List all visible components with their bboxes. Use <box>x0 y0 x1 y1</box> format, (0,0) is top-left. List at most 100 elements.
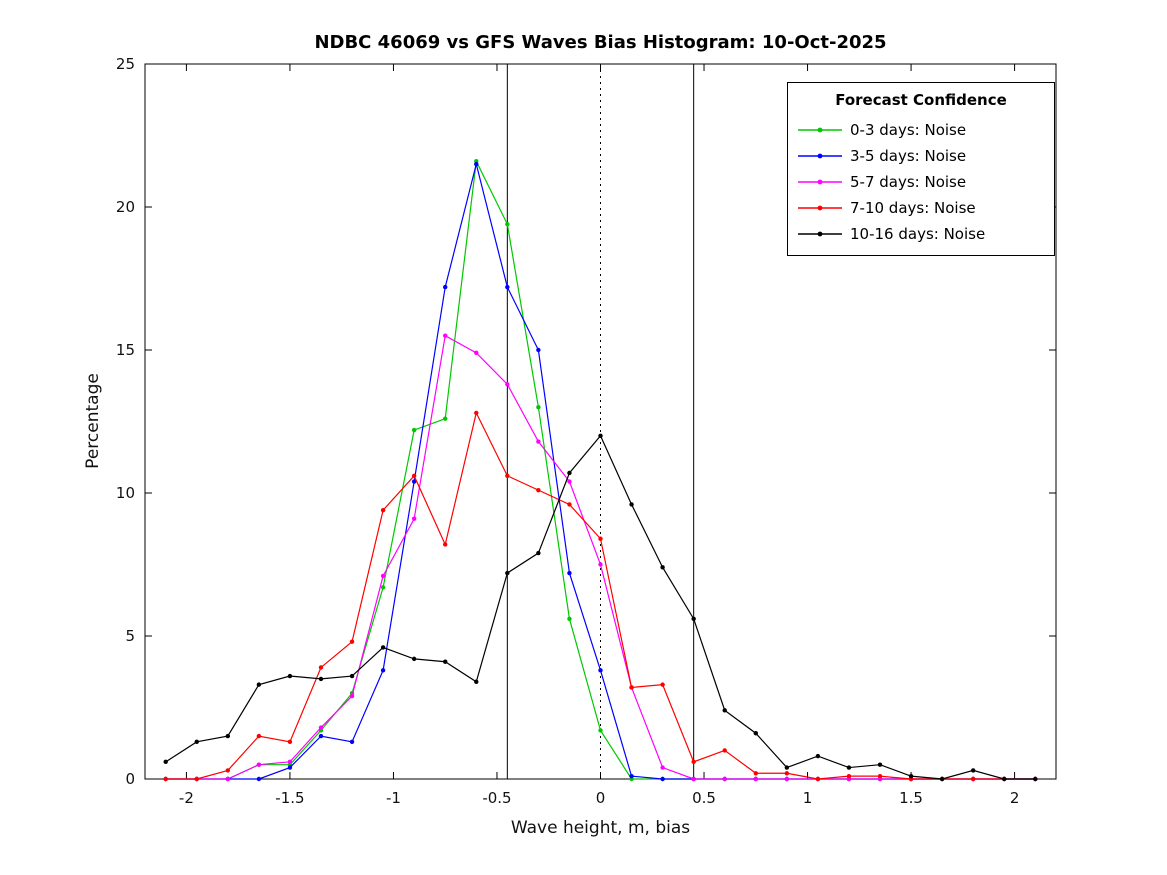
series-marker <box>287 765 293 770</box>
series-marker <box>722 776 727 782</box>
series-marker <box>722 708 727 713</box>
series-marker <box>505 284 510 290</box>
series-marker <box>443 284 448 290</box>
series-marker <box>349 739 355 745</box>
legend-item: 5-7 days: Noise <box>798 169 1044 195</box>
series-marker <box>970 768 976 773</box>
series-marker <box>691 759 696 765</box>
series-marker <box>443 659 448 664</box>
series-marker <box>287 673 293 679</box>
series-marker <box>970 776 976 782</box>
series-marker <box>380 668 386 673</box>
series-marker <box>474 350 479 356</box>
legend-line-swatch <box>798 124 842 136</box>
series-marker <box>474 679 479 684</box>
series-marker <box>598 433 603 438</box>
x-tick-label: 0.5 <box>692 789 716 807</box>
y-tick-label: 0 <box>125 770 135 788</box>
series-marker <box>722 748 727 753</box>
series-marker <box>784 771 790 776</box>
series-marker <box>567 470 572 476</box>
series-marker <box>567 479 572 484</box>
series-marker <box>443 416 448 421</box>
y-tick-label: 10 <box>116 484 135 502</box>
series-marker <box>598 728 603 733</box>
series-marker <box>660 682 665 687</box>
series-marker <box>1033 776 1038 782</box>
series-marker <box>380 507 386 513</box>
series-marker <box>411 473 417 479</box>
y-tick-label: 5 <box>125 627 135 645</box>
x-axis-label: Wave height, m, bias <box>510 818 691 838</box>
legend-item: 0-3 days: Noise <box>798 117 1044 143</box>
series-marker <box>877 762 883 767</box>
series-marker <box>629 685 634 690</box>
series-marker <box>505 570 510 576</box>
legend-item-label: 0-3 days: Noise <box>850 121 967 139</box>
legend: Forecast Confidence 0-3 days: Noise 3-5 d… <box>787 82 1055 256</box>
series-marker <box>505 221 510 227</box>
series-marker <box>908 773 914 779</box>
legend-line-swatch <box>798 150 842 162</box>
series-marker <box>163 759 168 765</box>
series-marker <box>349 693 355 699</box>
series-marker <box>629 502 634 507</box>
x-tick-label: -1.5 <box>275 789 304 807</box>
series-marker <box>536 439 541 444</box>
series-marker <box>846 765 852 770</box>
series-marker <box>505 473 510 479</box>
series-marker <box>318 665 324 670</box>
series-marker <box>505 382 510 387</box>
series-marker <box>411 656 417 662</box>
series-marker <box>411 516 417 521</box>
series-marker <box>784 765 790 770</box>
series-marker <box>443 542 448 547</box>
series-marker <box>163 776 168 782</box>
series-marker <box>443 333 448 338</box>
x-tick-label: 1 <box>803 789 813 807</box>
series-marker <box>256 733 262 739</box>
series-marker <box>536 347 541 353</box>
legend-item: 10-16 days: Noise <box>798 221 1044 247</box>
series-marker <box>753 771 758 776</box>
y-tick-label: 20 <box>116 198 135 216</box>
legend-items: 0-3 days: Noise 3-5 days: Noise 5-7 days: … <box>798 117 1044 247</box>
legend-item-label: 5-7 days: Noise <box>850 173 967 191</box>
series-marker <box>411 427 417 433</box>
series-marker <box>846 773 852 779</box>
legend-item: 7-10 days: Noise <box>798 195 1044 221</box>
series-marker <box>815 776 821 782</box>
legend-line-swatch <box>798 176 842 188</box>
x-tick-label: -2 <box>179 789 194 807</box>
y-tick-label: 25 <box>116 55 135 73</box>
series-marker <box>194 739 199 745</box>
series-marker <box>380 573 386 579</box>
series-marker <box>660 565 665 570</box>
series-marker <box>629 773 634 779</box>
x-tick-label: 0 <box>596 789 606 807</box>
series-marker <box>691 776 696 782</box>
series-marker <box>256 682 262 687</box>
series-marker <box>567 502 572 507</box>
legend-item-label: 7-10 days: Noise <box>850 199 976 217</box>
series-marker <box>660 776 665 782</box>
series-marker <box>598 562 603 567</box>
series-marker <box>318 733 324 739</box>
series-marker <box>225 776 231 782</box>
legend-line-swatch <box>798 228 842 240</box>
series-marker <box>194 776 199 782</box>
series-marker <box>380 585 386 590</box>
series-marker <box>474 161 479 167</box>
series-marker <box>256 776 262 782</box>
series-marker <box>536 405 541 410</box>
series-marker <box>753 731 758 736</box>
legend-title: Forecast Confidence <box>835 91 1007 109</box>
x-tick-label: 2 <box>1010 789 1020 807</box>
series-marker <box>598 536 603 541</box>
series-marker <box>287 739 293 745</box>
series-marker <box>784 776 790 782</box>
x-tick-label: 1.5 <box>899 789 923 807</box>
legend-line-swatch <box>798 202 842 214</box>
series-marker <box>939 776 945 782</box>
chart-title: NDBC 46069 vs GFS Waves Bias Histogram: … <box>314 32 887 53</box>
